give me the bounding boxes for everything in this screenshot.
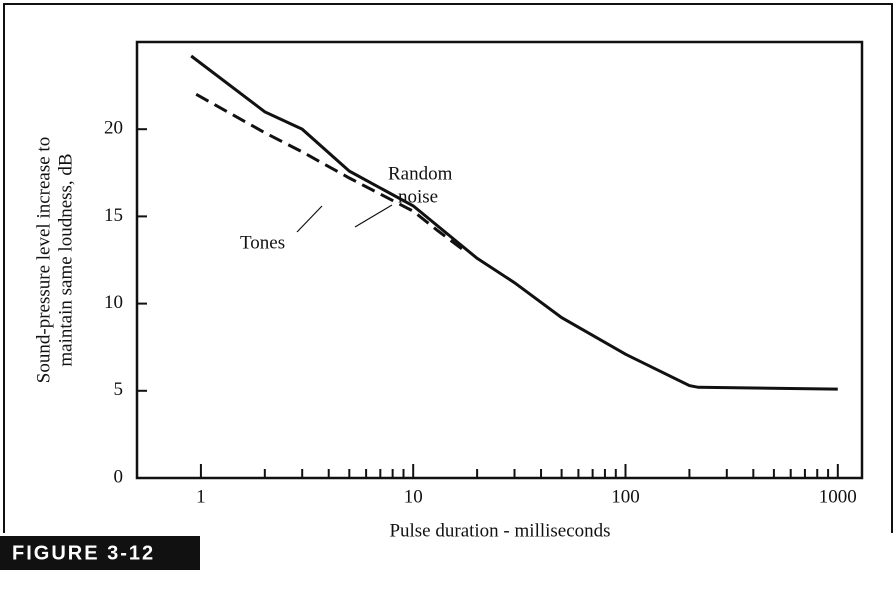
figure-label-box — [0, 536, 200, 570]
line — [190, 54, 838, 391]
annotation: Tones — [240, 232, 285, 253]
y-axis-label-line: Sound-pressure level increase to — [33, 137, 54, 383]
y-tick-label: 10 — [104, 292, 123, 313]
annotation: Random — [388, 163, 453, 184]
figure-label: FIGURE 3-12 — [12, 542, 155, 564]
frame — [3, 3, 893, 533]
y-tick-label: 20 — [104, 118, 123, 139]
leader-line — [296, 205, 323, 233]
y-tick-label: 15 — [104, 205, 123, 226]
x-tick-label: 10 — [404, 486, 423, 507]
leader-line — [354, 204, 393, 228]
y-axis-label: Sound-pressure level increase to maintai… — [33, 137, 76, 383]
y-tick-label: 5 — [114, 379, 124, 400]
x-tick-label: 100 — [611, 486, 640, 507]
x-axis-label: Pulse duration - milliseconds — [389, 520, 610, 541]
line — [195, 92, 469, 255]
y-tick-label: 0 — [114, 466, 124, 487]
annotation: noise — [398, 186, 438, 207]
plot-frame — [135, 40, 864, 480]
y-axis-label-line: maintain same loudness, dB — [55, 153, 76, 366]
x-tick-label: 1000 — [819, 486, 857, 507]
x-tick-label: 1 — [196, 486, 206, 507]
